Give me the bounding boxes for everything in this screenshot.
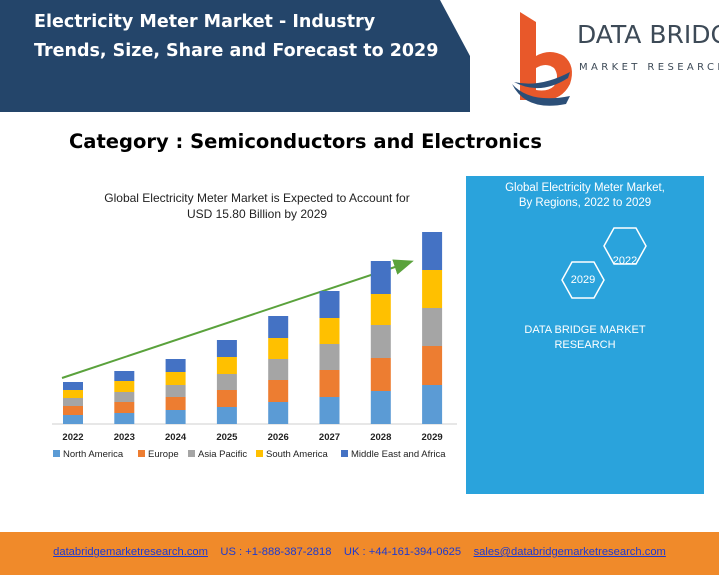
- bar-2024-series-1: [165, 410, 186, 424]
- bar-2025-series-5: [216, 340, 237, 357]
- x-tick-label: 2027: [319, 432, 340, 443]
- bar-2022-series-2: [63, 406, 83, 415]
- regions-panel-brand: DATA BRIDGE MARKET RESEARCH: [476, 323, 694, 353]
- bar-2026-series-5: [268, 316, 289, 338]
- logo-subtitle: MARKET RESEARCH: [579, 62, 719, 73]
- bar-2028-series-5: [370, 261, 391, 294]
- logo-name: DATA BRIDGE: [577, 20, 719, 49]
- bar-2025-series-1: [216, 407, 237, 424]
- footer-us-phone: US : +1-888-387-2818: [220, 546, 332, 558]
- footer-contacts: databridgemarketresearch.com US : +1-888…: [0, 546, 719, 558]
- bar-2023-series-2: [114, 402, 135, 413]
- chart-title-line-2: USD 15.80 Billion by 2029: [186, 207, 328, 221]
- title-line-1: Electricity Meter Market - Industry: [34, 12, 376, 32]
- bar-2024-series-4: [165, 372, 186, 385]
- bar-2024-series-2: [165, 397, 186, 410]
- bar-2026-series-2: [268, 380, 289, 402]
- bar-2028-series-4: [370, 294, 391, 325]
- regions-panel: Global Electricity Meter Market, By Regi…: [466, 176, 704, 494]
- bar-2023-series-1: [114, 413, 135, 424]
- legend-label: Europe: [148, 449, 179, 460]
- bar-2023-series-3: [114, 392, 135, 402]
- hexagon-upper-label: 2022: [612, 255, 638, 267]
- x-tick-label: 2024: [165, 432, 187, 443]
- bar-2029-series-4: [422, 270, 443, 308]
- regions-title-line-1: Global Electricity Meter Market,: [505, 182, 665, 194]
- bar-2022-series-5: [63, 382, 83, 390]
- chart-title: Global Electricity Meter Market is Expec…: [62, 190, 452, 222]
- bar-2022-series-3: [63, 398, 83, 406]
- chart-title-line-1: Global Electricity Meter Market is Expec…: [104, 191, 410, 205]
- bar-2026-series-1: [268, 402, 289, 424]
- x-tick-labels: 2022 2023 2024 2025 2026 2027 2028 2029: [62, 432, 442, 443]
- footer-uk-phone: UK : +44-161-394-0625: [343, 546, 462, 558]
- logo: DATA BRIDGE MARKET RESEARCH: [470, 0, 719, 112]
- bar-2025-series-3: [216, 374, 237, 390]
- bar-2029-series-5: [422, 232, 443, 270]
- bar-2023-series-4: [114, 381, 135, 392]
- bar-2027-series-2: [319, 370, 340, 397]
- footer-website-link[interactable]: databridgemarketresearch.com: [53, 546, 208, 558]
- data-bridge-logo-icon: [512, 12, 572, 106]
- brand-line-2: RESEARCH: [554, 339, 616, 351]
- hexagon-lower-label: 2029: [570, 274, 596, 286]
- footer-bar: databridgemarketresearch.com US : +1-888…: [0, 532, 719, 575]
- hexagon-upper: [603, 227, 647, 265]
- legend-swatch: [256, 450, 263, 457]
- x-tick-label: 2029: [422, 432, 443, 443]
- hexagon-lower: [561, 261, 605, 299]
- bar-2025-series-2: [216, 390, 237, 407]
- legend-swatch: [188, 450, 195, 457]
- bar-2028-series-2: [370, 358, 391, 391]
- bar-2027-series-5: [319, 291, 340, 318]
- hexagon-graphic: [561, 227, 647, 299]
- bar-2025-series-4: [216, 357, 237, 374]
- legend-swatch: [341, 450, 348, 457]
- brand-line-1: DATA BRIDGE MARKET: [524, 324, 646, 336]
- bar-2026-series-3: [268, 359, 289, 380]
- page-title: Electricity Meter Market - Industry Tren…: [34, 8, 454, 66]
- bar-2029-series-1: [422, 385, 443, 424]
- legend-label: South America: [266, 449, 328, 460]
- legend-swatch: [138, 450, 145, 457]
- bar-2027-series-3: [319, 344, 340, 370]
- regions-title-line-2: By Regions, 2022 to 2029: [518, 197, 652, 209]
- legend-label: Middle East and Africa: [351, 449, 446, 460]
- bar-2027-series-1: [319, 397, 340, 424]
- bar-2022-series-1: [63, 415, 83, 424]
- legend-label: North America: [63, 449, 124, 460]
- category-heading: Category : Semiconductors and Electronic…: [69, 130, 542, 153]
- x-tick-label: 2026: [268, 432, 289, 443]
- bar-2029-series-3: [422, 308, 443, 346]
- legend-label: Asia Pacific: [198, 449, 247, 460]
- x-tick-label: 2025: [216, 432, 238, 443]
- bar-2023-series-5: [114, 371, 135, 381]
- footer-email-link[interactable]: sales@databridgemarketresearch.com: [473, 546, 666, 558]
- bar-2024-series-3: [165, 385, 186, 397]
- regions-panel-title: Global Electricity Meter Market, By Regi…: [476, 181, 694, 211]
- bar-2029-series-2: [422, 346, 443, 385]
- trend-arrow: [61, 259, 414, 379]
- bar-2028-series-3: [370, 325, 391, 358]
- bar-2026-series-4: [268, 338, 289, 359]
- bar-2022-series-4: [63, 390, 83, 398]
- x-tick-label: 2028: [370, 432, 391, 443]
- x-tick-label: 2022: [62, 432, 83, 443]
- bar-2027-series-4: [319, 318, 340, 344]
- bars-group: [63, 232, 443, 424]
- title-line-2: Trends, Size, Share and Forecast to 2029: [34, 41, 439, 61]
- x-tick-label: 2023: [114, 432, 135, 443]
- legend-swatch: [53, 450, 60, 457]
- chart-legend: North America Europe Asia Pacific South Ame…: [53, 449, 446, 460]
- bar-2024-series-5: [165, 359, 186, 372]
- bar-2028-series-1: [370, 391, 391, 424]
